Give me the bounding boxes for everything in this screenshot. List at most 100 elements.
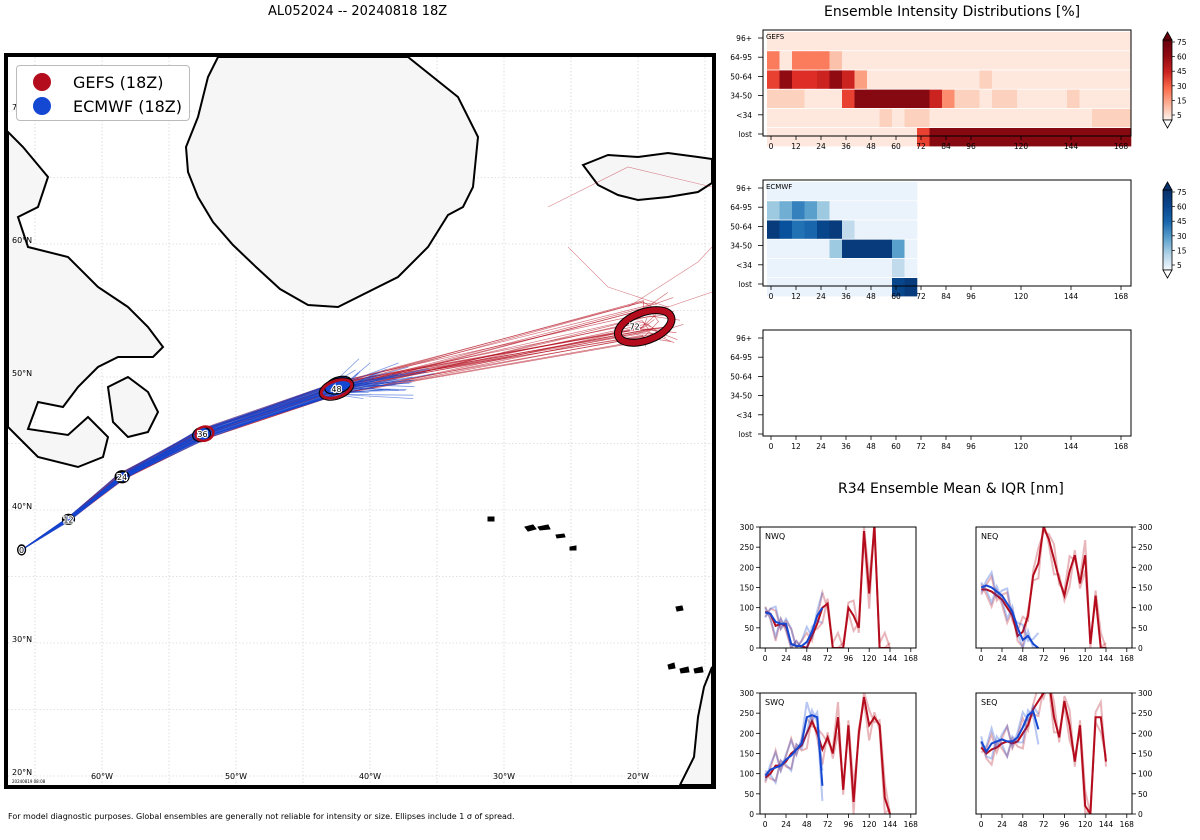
r34-y-label: 300 bbox=[740, 523, 755, 532]
ecmwf-member-track bbox=[21, 386, 399, 551]
heatmap-x-label: 120 bbox=[1014, 142, 1029, 151]
heatmap-x-label: 60 bbox=[891, 442, 901, 451]
heatmap-cell bbox=[1067, 128, 1080, 147]
heatmap-cell bbox=[779, 182, 793, 201]
heatmap-cell bbox=[1029, 32, 1043, 51]
heatmap-cell bbox=[929, 108, 943, 128]
r34-x-label: 168 bbox=[1120, 654, 1135, 663]
heatmap-cell bbox=[1079, 128, 1093, 147]
heatmap-cell bbox=[817, 108, 830, 128]
heatmap-cell bbox=[792, 278, 805, 297]
heatmap-cell bbox=[792, 70, 805, 89]
heatmap-cell bbox=[829, 51, 843, 70]
heatmap-cell bbox=[929, 51, 943, 70]
r34-x-label: 96 bbox=[1060, 654, 1070, 663]
ecmwf-mean-line bbox=[764, 714, 824, 786]
r34-y-label: 50 bbox=[1138, 790, 1148, 799]
r34-y-label: 0 bbox=[749, 644, 754, 653]
r34-x-label: 24 bbox=[781, 820, 791, 829]
heatmap-cell bbox=[842, 128, 855, 147]
heatmap-x-label: 168 bbox=[1114, 142, 1129, 151]
ecmwf-member-track bbox=[21, 393, 414, 551]
heatmap-cell bbox=[1129, 89, 1132, 108]
heatmap-cell bbox=[867, 201, 880, 220]
heatmap-cell bbox=[804, 239, 818, 258]
heatmap-cell bbox=[904, 278, 918, 297]
heatmap-cell bbox=[842, 108, 855, 128]
heatmap-cell bbox=[767, 32, 780, 51]
heatmap-cell bbox=[942, 51, 955, 70]
heatmap-cell bbox=[1029, 128, 1043, 147]
heatmap-cell bbox=[854, 239, 868, 258]
heatmap-cell bbox=[904, 128, 918, 147]
heatmap-cell bbox=[842, 278, 855, 297]
heatmap-cell bbox=[842, 32, 855, 51]
heatmap-row-label: 64-95 bbox=[730, 353, 752, 362]
heatmap-panel: GEFS 96+ 64-95 50-64 34-50 <34 lost 0 12 24 36 48 60… bbox=[730, 29, 1187, 151]
heatmap-cell bbox=[854, 258, 868, 278]
r34-panel: NEQ 300 250 200 150 100 50 0 0 24 48 72 96 120 144 168 bbox=[975, 523, 1153, 663]
heatmap-cell bbox=[929, 128, 943, 147]
heatmap-row-label: 64-95 bbox=[730, 203, 752, 212]
lat-label: 20°N bbox=[12, 768, 32, 777]
r34-y-label: 200 bbox=[1138, 729, 1153, 738]
heatmap-cell bbox=[1017, 70, 1030, 89]
heatmap-cell bbox=[817, 220, 830, 239]
heatmap-cell bbox=[804, 70, 818, 89]
heatmap-cell bbox=[1092, 70, 1105, 89]
newfoundland-land bbox=[106, 375, 160, 439]
ecmwf-member-track bbox=[21, 389, 406, 551]
heatmap-cell bbox=[904, 258, 918, 278]
r34-y-label: 0 bbox=[1138, 810, 1143, 819]
heatmap-cell bbox=[892, 128, 905, 147]
heatmap-cell bbox=[879, 108, 893, 128]
heatmap-cell bbox=[1054, 70, 1068, 89]
r34-x-label: 72 bbox=[823, 654, 833, 663]
ecmwf-spread-ellipse bbox=[65, 515, 74, 523]
colorbar-label: 15 bbox=[1177, 246, 1187, 255]
r34-x-label: 0 bbox=[979, 820, 984, 829]
heatmap-frame bbox=[762, 329, 1132, 437]
heatmap-cell bbox=[842, 258, 855, 278]
ecmwf-member-track bbox=[21, 389, 384, 551]
colorbar-label: 75 bbox=[1177, 38, 1187, 47]
heatmap-cell bbox=[904, 201, 918, 220]
heatmap-cell bbox=[904, 51, 918, 70]
gefs-member-track bbox=[21, 331, 675, 551]
heatmap-x-label: 96 bbox=[966, 292, 976, 301]
heatmap-cell bbox=[1054, 128, 1068, 147]
heatmap-cell bbox=[1042, 108, 1055, 128]
heatmap-cell bbox=[992, 128, 1005, 147]
heatmap-x-label: 60 bbox=[891, 142, 901, 151]
heatmap-cell bbox=[767, 239, 780, 258]
heatmap-cell bbox=[1104, 89, 1118, 108]
iceland-land bbox=[581, 151, 712, 202]
r34-y-label: 0 bbox=[1138, 644, 1143, 653]
heatmap-cell bbox=[904, 89, 918, 108]
heatmap-cell bbox=[917, 32, 930, 51]
heatmap-cell bbox=[817, 51, 830, 70]
heatmap-cell bbox=[867, 89, 880, 108]
ecmwf-member-track bbox=[21, 384, 355, 551]
gefs-member-track bbox=[21, 325, 674, 551]
heatmap-frame bbox=[762, 29, 1132, 137]
heatmap-cell bbox=[867, 182, 880, 201]
heatmap-x-label: 48 bbox=[866, 442, 876, 451]
heatmap-cell bbox=[792, 182, 805, 201]
heatmap-cell bbox=[1004, 70, 1018, 89]
heatmap-cell bbox=[854, 278, 868, 297]
heatmap-cell bbox=[804, 182, 818, 201]
colorbar-label: 60 bbox=[1177, 53, 1187, 62]
heatmap-cell bbox=[804, 220, 818, 239]
r34-x-label: 72 bbox=[823, 820, 833, 829]
heatmap-cell bbox=[1104, 128, 1118, 147]
heatmap-cell bbox=[792, 128, 805, 147]
heatmap-cell bbox=[792, 239, 805, 258]
heatmap-cell bbox=[979, 70, 993, 89]
heatmap-cell bbox=[842, 51, 855, 70]
intensity-title: Ensemble Intensity Distributions [%] bbox=[824, 4, 1081, 20]
r34-panel: SWQ 300 250 200 150 100 50 00 24 48 72 96 120 144 168 bbox=[740, 689, 919, 829]
r34-y-label: 0 bbox=[749, 810, 754, 819]
heatmap-cell bbox=[1042, 128, 1055, 147]
heatmap-cell bbox=[1129, 32, 1132, 51]
